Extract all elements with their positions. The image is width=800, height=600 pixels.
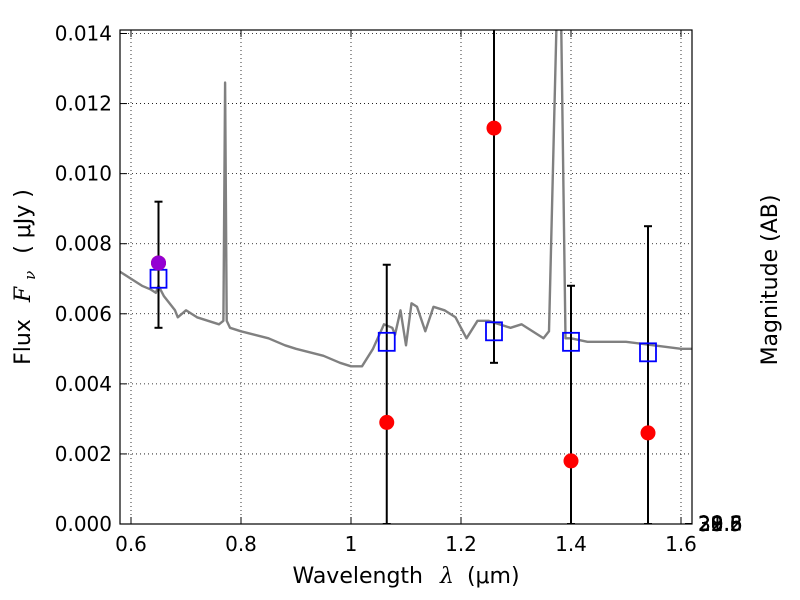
right-axis-tick-label: 31 [698, 512, 723, 536]
model-flux-square [377, 331, 396, 352]
x-axis-title: Wavelength λ (μm) [292, 564, 519, 589]
y-tick-label: 0.006 [55, 302, 112, 326]
y-tick-label: 0.004 [55, 372, 112, 396]
y-tick-label: 0.008 [55, 232, 112, 256]
right-axis-tick-label: 32 [698, 512, 723, 536]
y-axis-title-symbol: F [11, 286, 36, 303]
x-tick-label: 1.6 [665, 532, 697, 556]
right-axis-tick-label: 29 [698, 512, 723, 536]
observed-flux-point [379, 414, 395, 430]
x-tick-label: 0.8 [225, 532, 257, 556]
model-flux-square [562, 331, 580, 352]
plot-frame [119, 29, 693, 525]
model-flux-square [639, 342, 657, 363]
observed-flux-point [486, 120, 502, 136]
x-tick-label: 1.2 [445, 532, 477, 556]
x-axis-ticks: 0.6 0.8 1 1.2 1.4 1.6 [115, 30, 697, 556]
y-tick-label: 0.000 [55, 512, 112, 536]
observed-flux-point [640, 425, 656, 441]
right-axis-tick-label: 28.8 [698, 512, 743, 536]
y-tick-label: 0.010 [55, 162, 112, 186]
y-axis-title-prefix: Flux [11, 319, 36, 365]
plot-background [120, 30, 692, 524]
y-axis-ticks: 0.000 0.002 0.004 0.006 0.008 0.010 0.012 0.014 [55, 22, 127, 536]
y-axis-title-unit: ( μJy ) [11, 189, 36, 254]
right-axis-tick-label: 29.5 [698, 512, 743, 536]
x-axis-title-unit: (μm) [467, 564, 520, 589]
right-axis-tick-label: 30 [698, 512, 723, 536]
y-axis-title: Flux F ν ( μJy ) [11, 189, 41, 365]
highlighted-flux-point [151, 255, 166, 271]
y-tick-label: 0.014 [55, 22, 112, 46]
x-axis-title-prefix: Wavelength [292, 564, 423, 589]
model-flux-square [485, 321, 503, 342]
y-tick-label: 0.012 [55, 92, 112, 116]
plot-area [120, 30, 692, 524]
right-axis-title: Magnitude (AB) [758, 195, 783, 366]
right-axis-tick-label: 30.5 [698, 512, 743, 536]
x-tick-label: 0.6 [115, 532, 147, 556]
x-axis-title-symbol: λ [439, 564, 454, 589]
y-axis-title-subscript: ν [21, 271, 39, 280]
x-tick-label: 1.4 [555, 532, 587, 556]
y-tick-label: 0.002 [55, 442, 112, 466]
sed-line [120, 30, 692, 368]
right-axis-tick-label: 29.2 [698, 512, 743, 536]
right-axis-tick-label: 28.6 [698, 512, 743, 536]
x-tick-label: 1 [345, 532, 358, 556]
observed-flux-point [563, 453, 579, 469]
